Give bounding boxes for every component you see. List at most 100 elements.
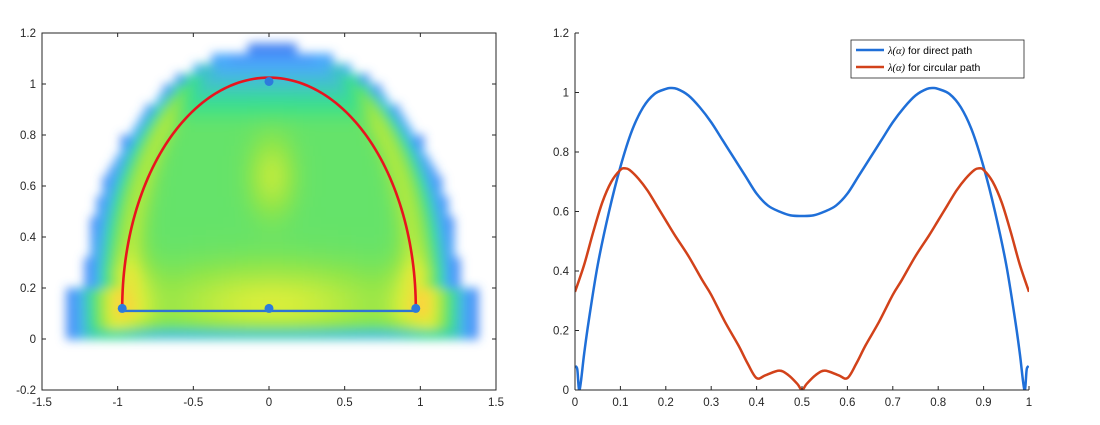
heatmap-cell [253, 267, 261, 279]
heatmap-cell [290, 277, 297, 289]
heatmap-cell [441, 318, 449, 330]
heatmap-cell [290, 237, 297, 248]
heatmap-cell [169, 237, 176, 248]
heatmap-cell [253, 94, 261, 105]
heatmap-cell [393, 216, 400, 228]
heatmap-cell [290, 216, 297, 228]
heatmap-cell [151, 267, 158, 279]
heatmap-cell [302, 267, 309, 279]
heatmap-cell [132, 175, 140, 187]
heatmap-cell [393, 175, 400, 187]
heatmap-cell [187, 318, 194, 330]
heatmap-cell [126, 298, 134, 309]
heatmap-cell [338, 186, 346, 197]
heatmap-cell [223, 155, 231, 167]
heatmap-cell [417, 237, 424, 248]
heatmap-cell [247, 237, 255, 248]
heatmap-cell [344, 63, 352, 75]
heatmap-cell [308, 226, 315, 238]
heatmap-cell [278, 226, 285, 238]
heatmap-cell [308, 308, 315, 320]
heatmap-cell [368, 145, 376, 156]
heatmap-cell [326, 328, 334, 340]
heatmap-cell [296, 226, 303, 238]
heatmap-cell [235, 226, 243, 238]
heatmap-cell [266, 43, 273, 54]
heatmap-cell [211, 277, 219, 289]
heatmap-cell [72, 308, 79, 320]
x-tick-label: 0 [266, 397, 272, 409]
heatmap-cell [120, 308, 128, 320]
heatmap-cell [447, 298, 455, 309]
heatmap-cell [266, 186, 273, 197]
heatmap-cell [163, 318, 170, 330]
heatmap-cell [175, 216, 182, 228]
heatmap-cell [374, 298, 382, 309]
heatmap-cell [332, 145, 340, 156]
heatmap-cell [235, 165, 243, 177]
heatmap-cell [411, 206, 418, 218]
heatmap-cell [435, 237, 443, 248]
heatmap-cell [114, 237, 122, 248]
heatmap-cell [241, 175, 249, 187]
heatmap-cell [368, 104, 376, 116]
heatmap-cell [290, 53, 297, 65]
heatmap-cell [229, 165, 237, 177]
heatmap-cell [332, 84, 340, 95]
heatmap-cell [326, 267, 334, 279]
heatmap-cell [362, 247, 370, 258]
y-tick-label: 0.6 [20, 181, 36, 193]
heatmap-cell [314, 186, 322, 197]
heatmap-cell [235, 53, 243, 65]
heatmap-cell [441, 237, 449, 248]
heatmap-cell [223, 135, 231, 146]
heatmap-cell [247, 196, 255, 207]
heatmap-cell [296, 53, 303, 65]
heatmap-cell [290, 186, 297, 197]
heatmap-cell [302, 247, 309, 258]
heatmap-cell [217, 237, 225, 248]
heatmap-cell [374, 186, 382, 197]
heatmap-cell [163, 186, 170, 197]
heatmap-cell [114, 226, 122, 238]
heatmap-cell [399, 135, 406, 146]
heatmap-cell [411, 226, 418, 238]
heatmap-cell [399, 277, 406, 289]
heatmap-cell [229, 277, 237, 289]
heatmap-cell [266, 84, 273, 95]
heatmap-cell [338, 165, 346, 177]
heatmap-cell [338, 298, 346, 309]
heatmap-cell [138, 196, 146, 207]
heatmap-cell [338, 216, 346, 228]
heatmap-cell [332, 226, 340, 238]
heatmap-cell [374, 135, 382, 146]
heatmap-cell [429, 237, 437, 248]
heatmap-cell [211, 216, 219, 228]
heatmap-cell [320, 135, 328, 146]
heatmap-cell [253, 237, 261, 248]
heatmap-cell [417, 308, 424, 320]
heatmap-cell [387, 277, 394, 289]
heatmap-cell [374, 196, 382, 207]
heatmap-cell [266, 124, 273, 136]
heatmap-cell [308, 186, 315, 197]
heatmap-cell [374, 247, 382, 258]
heatmap-cell [151, 124, 158, 136]
heatmap-cell [272, 165, 279, 177]
heatmap-cell [272, 43, 279, 54]
heatmap-cell [278, 206, 285, 218]
heatmap-cell [368, 165, 376, 177]
heatmap-cell [290, 155, 297, 167]
heatmap-field [66, 43, 479, 340]
heatmap-cell [429, 186, 437, 197]
heatmap-cell [411, 165, 418, 177]
heatmap-cell [66, 288, 73, 299]
heatmap-cell [151, 308, 158, 320]
heatmap-cell [453, 308, 461, 320]
heatmap-cell [138, 206, 146, 218]
heatmap-cell [102, 257, 110, 269]
heatmap-cell [393, 104, 400, 116]
heatmap-cell [332, 124, 340, 136]
heatmap-cell [302, 288, 309, 299]
